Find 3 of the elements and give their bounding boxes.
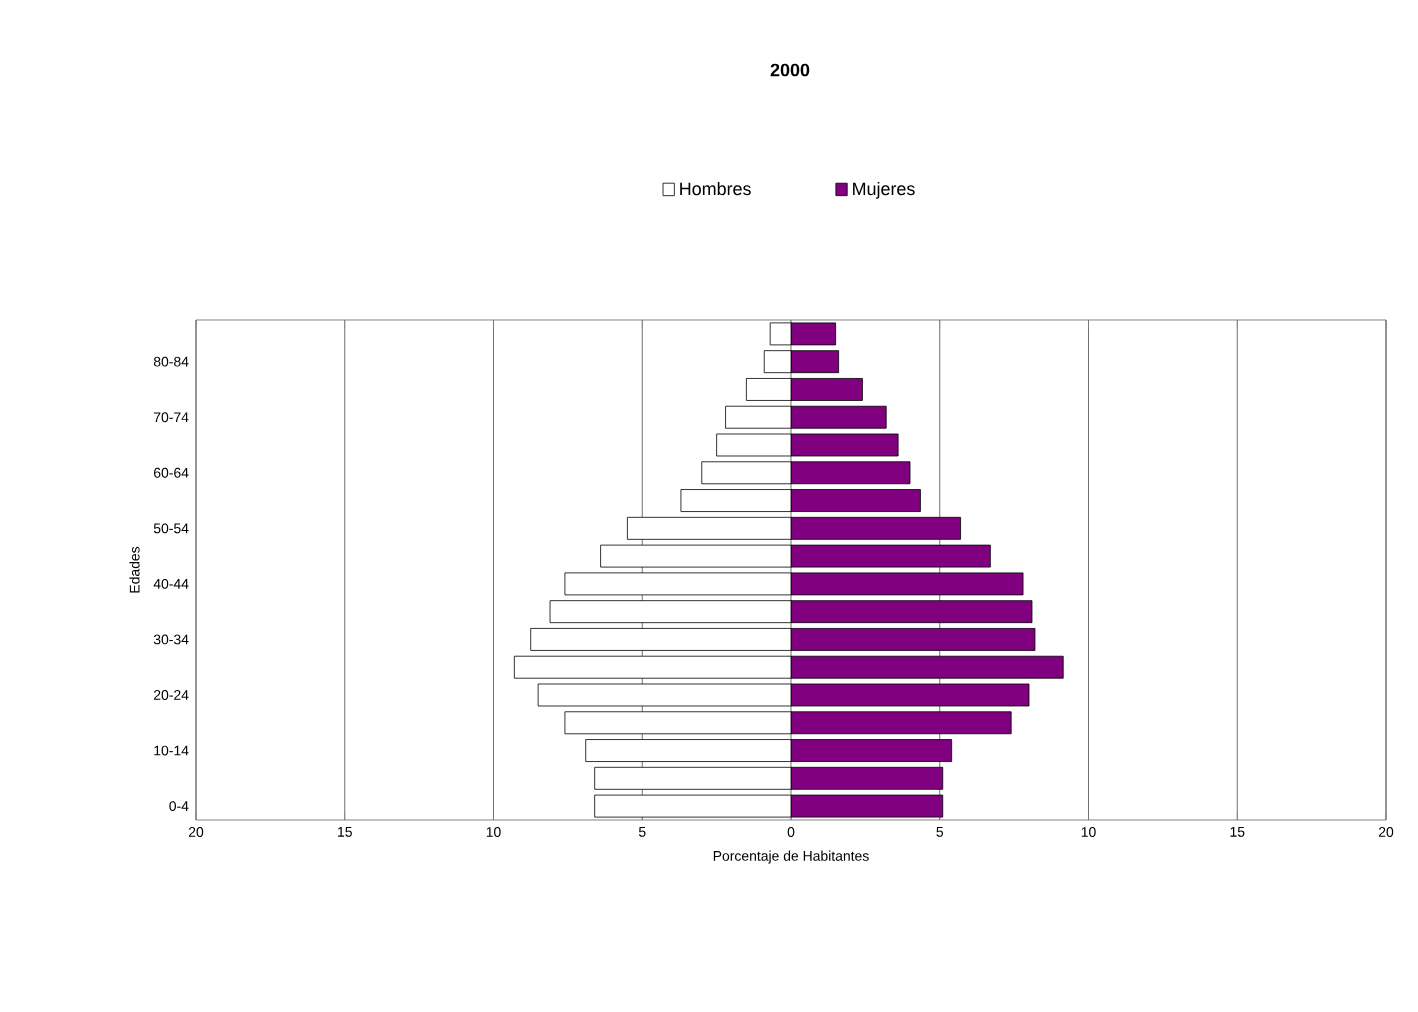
- legend-label: Mujeres: [853, 182, 915, 199]
- legend-label: Hombres: [680, 182, 751, 196]
- chart-title: 2000: [770, 63, 810, 77]
